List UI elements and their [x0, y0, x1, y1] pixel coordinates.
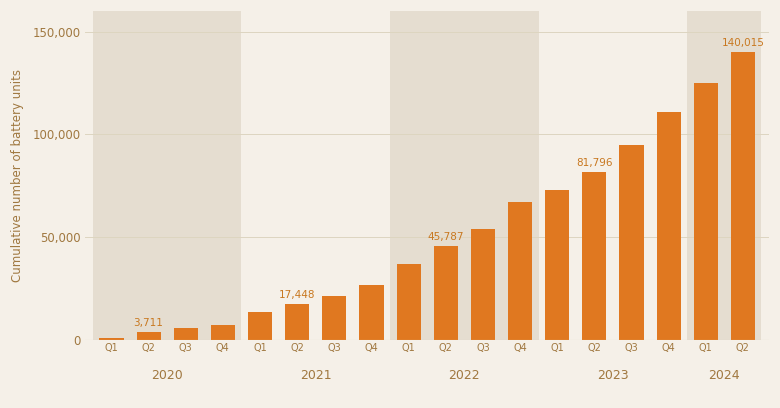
Text: 17,448: 17,448: [279, 290, 315, 300]
Bar: [390, 11, 539, 340]
Bar: [657, 112, 681, 340]
Text: 2021: 2021: [300, 369, 332, 382]
Text: 2022: 2022: [448, 369, 480, 382]
Bar: [360, 284, 384, 340]
Bar: [434, 246, 458, 340]
Text: 140,015: 140,015: [722, 38, 764, 48]
Bar: [731, 52, 755, 340]
Y-axis label: Cumulative number of battery units: Cumulative number of battery units: [11, 69, 24, 282]
Bar: [136, 333, 161, 340]
Bar: [99, 337, 123, 340]
Text: 2020: 2020: [151, 369, 183, 382]
Text: 2023: 2023: [597, 369, 629, 382]
Bar: [687, 11, 761, 340]
Text: 45,787: 45,787: [427, 232, 464, 242]
Bar: [211, 325, 235, 340]
Bar: [248, 312, 272, 340]
Bar: [471, 229, 495, 340]
Bar: [322, 296, 346, 340]
Text: 2024: 2024: [708, 369, 740, 382]
Bar: [693, 83, 718, 340]
Bar: [619, 145, 644, 340]
Text: 3,711: 3,711: [133, 318, 164, 328]
Bar: [174, 328, 198, 340]
Bar: [508, 202, 532, 340]
Text: 81,796: 81,796: [576, 158, 612, 168]
Bar: [582, 172, 606, 340]
Bar: [396, 264, 420, 340]
Bar: [93, 11, 242, 340]
Bar: [545, 190, 569, 340]
Bar: [285, 304, 309, 340]
